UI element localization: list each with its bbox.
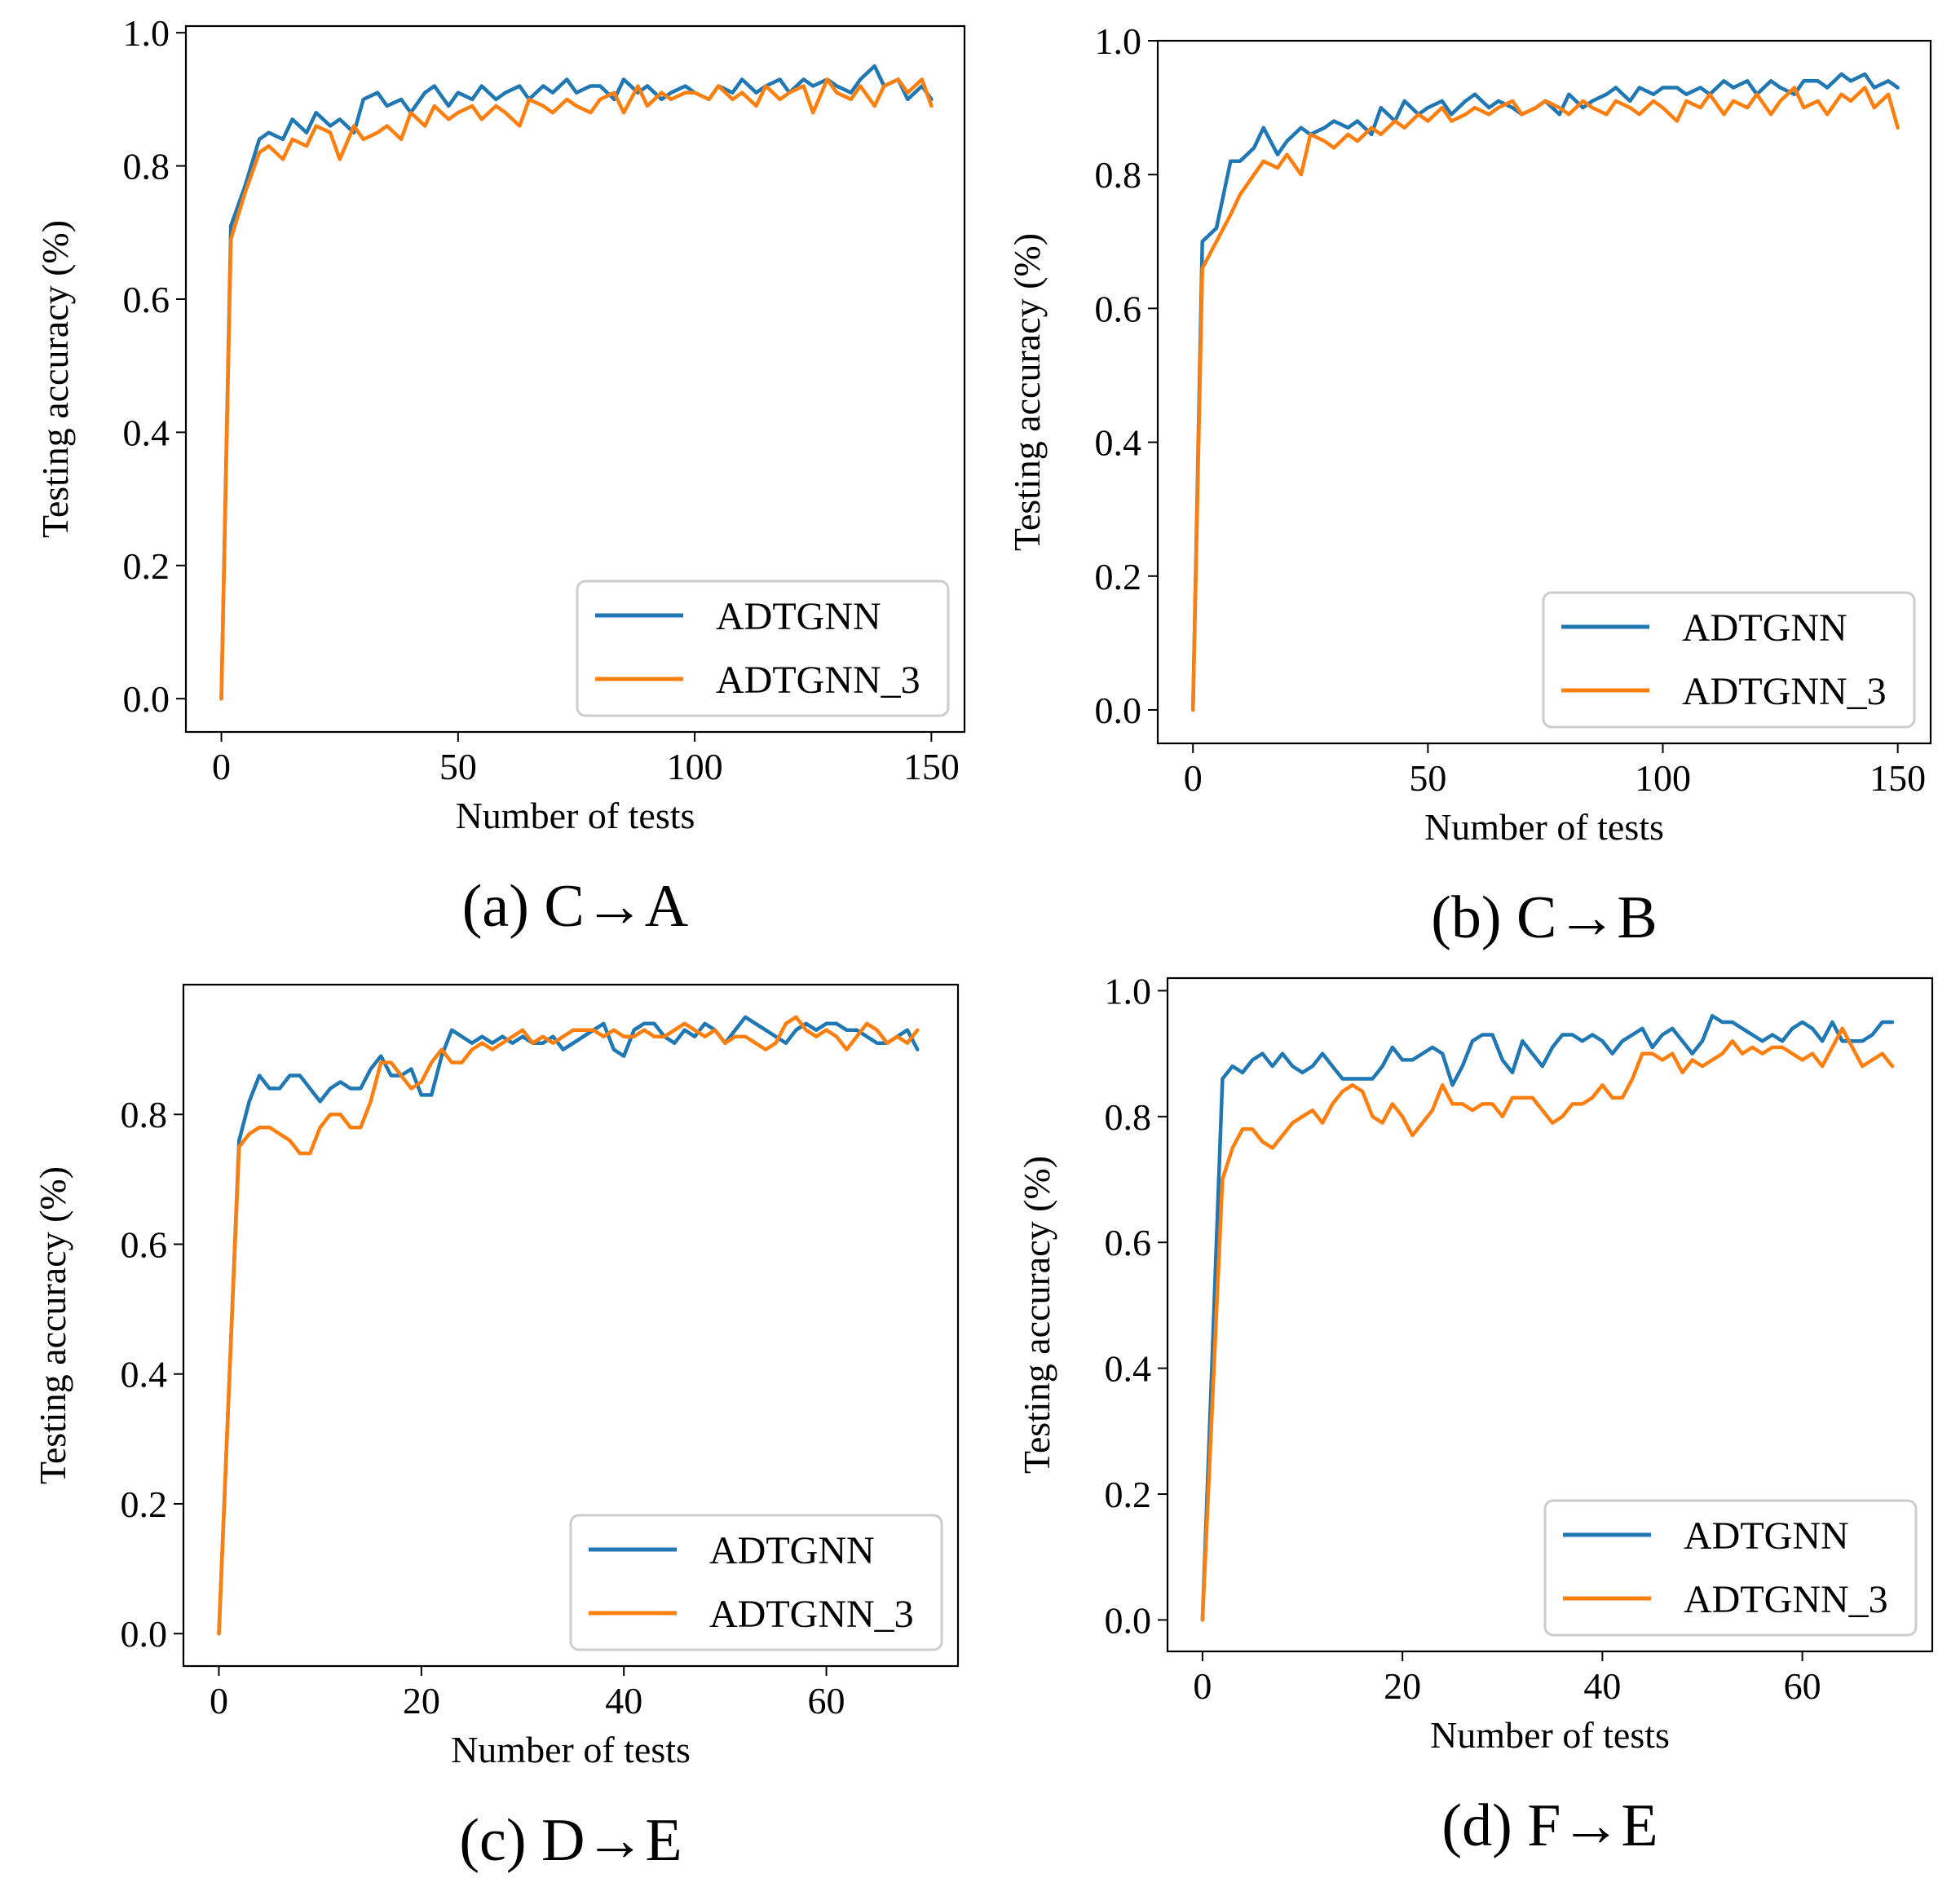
x-tick-label: 150 [1870, 757, 1926, 799]
panel-b: 0 50 100 150 0.0 0.2 0.4 0.6 0.8 1.0 Testing accur… [1006, 20, 1932, 951]
y-tick-label: 0.2 [1095, 556, 1142, 597]
series-line-adtgnn [1200, 1014, 1895, 1622]
legend-label-adtgnn: ADTGNN [709, 1529, 875, 1572]
y-tick-label: 0.2 [1105, 1474, 1152, 1515]
y-tick-label: 0.8 [121, 1094, 168, 1135]
x-tick-label: 40 [1583, 1665, 1621, 1707]
legend-label-adtgnn-3: ADTGNN_3 [1682, 670, 1887, 713]
y-tick-label: 1.0 [1105, 970, 1152, 1012]
x-tick-label: 40 [605, 1680, 642, 1721]
panel-d: 0 20 40 60 0.0 0.2 0.4 0.6 0.8 1.0 Testing accurac… [1016, 970, 1934, 1859]
x-tick-label: 60 [808, 1680, 845, 1721]
y-tick-label: 0.8 [1095, 154, 1142, 196]
legend-label-adtgnn: ADTGNN [716, 595, 881, 638]
x-axis-label: Number of tests [1424, 806, 1664, 848]
legend-label-adtgnn-3: ADTGNN_3 [1684, 1578, 1888, 1621]
y-tick-label: 0.0 [1105, 1599, 1152, 1641]
y-axis-label: Testing accuracy (%) [1016, 1156, 1057, 1474]
y-tick-label: 1.0 [123, 12, 170, 54]
legend-label-adtgnn: ADTGNN [1682, 606, 1847, 650]
x-tick-label: 0 [210, 1680, 228, 1721]
y-tick-label: 0.0 [1095, 690, 1142, 731]
x-tick-label: 50 [439, 746, 477, 787]
y-tick-label: 1.0 [1095, 20, 1142, 62]
y-tick-label: 0.0 [121, 1613, 168, 1655]
y-axis-label: Testing accuracy (%) [32, 1166, 73, 1484]
series-line-adtgnn-3 [1190, 86, 1900, 712]
plot-frame [1156, 39, 1932, 745]
series-line-adtgnn-3 [1200, 1026, 1895, 1622]
panel-a: 0 50 100 150 0.0 0.2 0.4 0.6 0.8 1.0 Testing accur… [34, 12, 966, 940]
y-tick-label: 0.4 [1095, 422, 1142, 464]
legend: ADTGNN ADTGNN_3 [576, 580, 950, 717]
panel-caption: (b) C→B [1431, 884, 1658, 951]
legend-label-adtgnn-3: ADTGNN_3 [716, 659, 920, 702]
y-tick-label: 0.2 [123, 545, 170, 587]
panel-caption: (d) F→E [1441, 1792, 1658, 1859]
series-line-adtgnn-3 [217, 1015, 920, 1636]
legend-label-adtgnn: ADTGNN [1684, 1514, 1849, 1558]
x-axis-label: Number of tests [1430, 1714, 1670, 1756]
plot-frame [182, 983, 960, 1668]
x-tick-label: 60 [1784, 1665, 1821, 1707]
x-tick-label: 150 [903, 746, 960, 787]
legend: ADTGNN ADTGNN_3 [1543, 1499, 1918, 1637]
y-tick-label: 0.6 [1105, 1222, 1152, 1263]
series-line-adtgnn [217, 1015, 920, 1636]
x-tick-label: 20 [1384, 1665, 1421, 1707]
x-axis-label: Number of tests [451, 1729, 691, 1770]
legend-label-adtgnn-3: ADTGNN_3 [709, 1593, 914, 1636]
x-axis-label: Number of tests [456, 795, 695, 836]
plot-frame [184, 24, 966, 734]
x-tick-label: 0 [212, 746, 231, 787]
y-tick-label: 0.6 [123, 279, 170, 320]
y-tick-label: 0.8 [1105, 1096, 1152, 1138]
panel-caption: (a) C→A [462, 873, 688, 940]
legend: ADTGNN ADTGNN_3 [1542, 591, 1916, 729]
y-axis-label: Testing accuracy (%) [1006, 233, 1048, 551]
y-tick-label: 0.4 [123, 412, 170, 453]
legend: ADTGNN ADTGNN_3 [569, 1514, 943, 1651]
series-line-adtgnn [219, 64, 934, 701]
x-tick-label: 100 [1635, 757, 1691, 799]
y-tick-label: 0.6 [121, 1223, 168, 1265]
y-tick-label: 0.2 [121, 1483, 168, 1525]
y-tick-label: 0.0 [123, 678, 170, 720]
panel-caption: (c) D→E [459, 1807, 682, 1874]
x-tick-label: 100 [667, 746, 723, 787]
y-tick-label: 0.8 [123, 146, 170, 187]
plot-frame [1166, 976, 1934, 1653]
x-tick-label: 0 [1193, 1665, 1212, 1707]
y-tick-label: 0.4 [1105, 1348, 1152, 1390]
series-line-adtgnn-3 [219, 77, 934, 701]
x-tick-label: 20 [403, 1680, 440, 1721]
y-tick-label: 0.4 [121, 1354, 168, 1395]
x-tick-label: 0 [1184, 757, 1203, 799]
y-axis-label: Testing accuracy (%) [34, 220, 76, 538]
x-tick-label: 50 [1409, 757, 1446, 799]
panel-c: 0 20 40 60 0.0 0.2 0.4 0.6 0.8 Testing accuracy (… [32, 983, 960, 1874]
y-tick-label: 0.6 [1095, 288, 1142, 329]
